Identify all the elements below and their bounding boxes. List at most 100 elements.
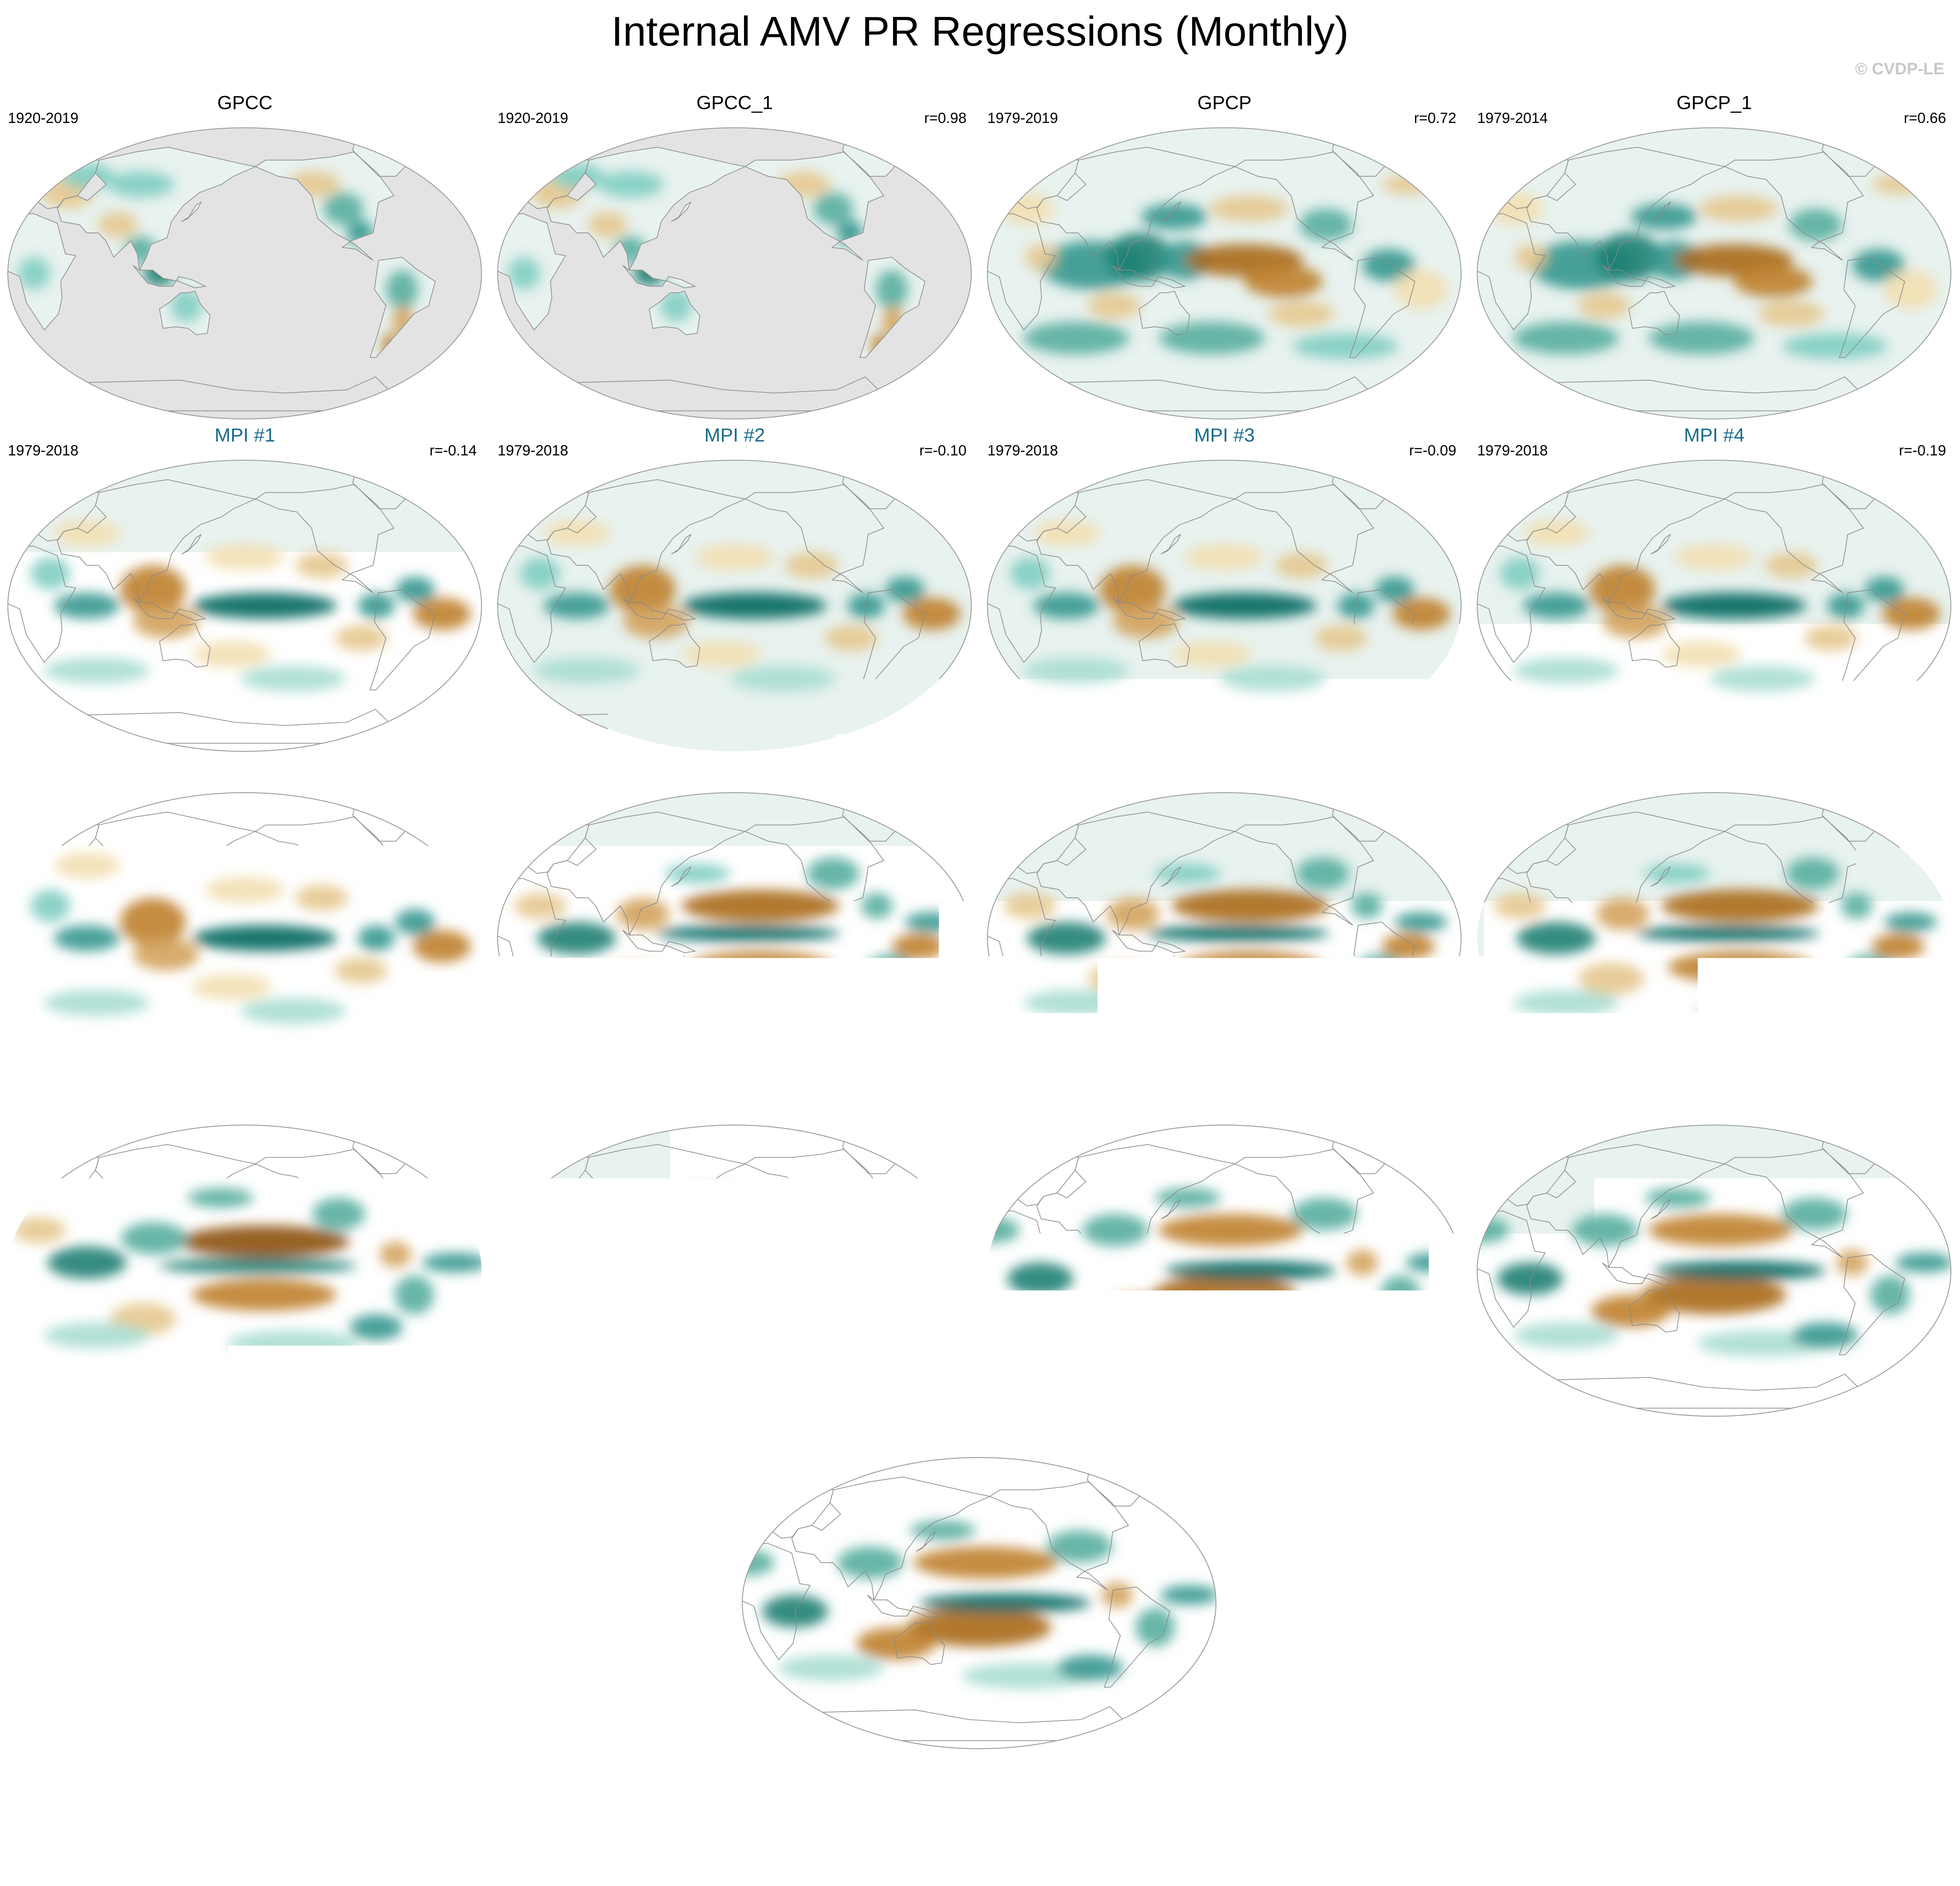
- anomaly-blob: [1758, 301, 1824, 327]
- global-map: [740, 1455, 1218, 1751]
- map-panel-cesm2-r1: CESM2 r1i1p1f1 1979-2014 r=0.33: [0, 1086, 490, 1419]
- anomaly-blob: [227, 1331, 359, 1357]
- anomaly-blob: [688, 951, 833, 983]
- colorbar-tick-label: 0.75: [1202, 1803, 1263, 1838]
- anomaly-blob: [1846, 954, 1893, 986]
- panel-correlation: r=-0.03: [1409, 1107, 1456, 1124]
- global-map: [6, 1123, 484, 1418]
- anomaly-blob: [514, 893, 566, 919]
- anomaly-blob: [1517, 922, 1596, 954]
- anomaly-blob: [920, 1594, 1091, 1613]
- map-panel-cesm2-hs370-r2: CESM2-hs370 r2i1p1f1 1950-2100 r=0.20: [980, 754, 1469, 1086]
- panel-years: 2001-2100: [742, 1440, 813, 1457]
- colorbar-tick-label: 4: [1476, 1803, 1494, 1838]
- anomaly-blob: [47, 1246, 126, 1278]
- anomaly-blob: [664, 864, 730, 883]
- anomaly-blob: [913, 1547, 1058, 1579]
- anomaly-blob: [1292, 333, 1398, 359]
- colorbar-swatch: [1296, 1770, 1359, 1799]
- global-map: [1475, 790, 1953, 1086]
- anomaly-blob: [240, 666, 345, 692]
- anomaly-blob: [1269, 301, 1334, 327]
- anomaly-blob: [324, 193, 363, 225]
- colorbar-tick-label: -2: [588, 1803, 615, 1838]
- colorbar-units: mm/day: [0, 1842, 1960, 1877]
- anomaly-blob: [534, 990, 639, 1016]
- anomaly-blob: [188, 1188, 253, 1208]
- panel-years: 1979-2018: [498, 442, 568, 459]
- map-panel-gpcp: GPCP 1979-2019 r=0.72: [980, 89, 1469, 422]
- anomaly-blob: [779, 1655, 884, 1681]
- anomaly-blob: [856, 1627, 935, 1660]
- anomaly-blob: [884, 1275, 924, 1314]
- global-map: [985, 1123, 1463, 1418]
- panel-correlation: r=0.33: [924, 1107, 967, 1124]
- panel-years: 1950-2100: [1477, 775, 1548, 792]
- map-panel-mpi-1: MPI #1 1979-2018 r=-0.14: [0, 422, 490, 754]
- anomaly-blob: [682, 641, 761, 667]
- anomaly-blob: [1699, 196, 1778, 222]
- anomaly-blob: [44, 990, 149, 1016]
- global-map: [495, 1123, 973, 1418]
- anomaly-blob: [1113, 606, 1178, 638]
- anomaly-blob: [192, 925, 337, 951]
- anomaly-blob: [717, 1331, 849, 1357]
- anomaly-blob: [520, 557, 560, 589]
- anomaly-blob: [312, 1198, 365, 1230]
- panel-correlation: r=0.10: [1904, 775, 1946, 792]
- anomaly-blob: [358, 593, 395, 619]
- anomaly-blob: [1292, 1198, 1357, 1230]
- anomaly-blob: [1101, 1295, 1180, 1327]
- anomaly-blob: [1172, 641, 1251, 667]
- colorbar-swatch: [412, 1770, 475, 1799]
- colorbar-swatch: [349, 1770, 412, 1799]
- anomaly-blob: [30, 557, 70, 589]
- coastline-uk: [1004, 1177, 1019, 1190]
- anomaly-blob: [1057, 1655, 1123, 1681]
- anomaly-blob: [1782, 333, 1887, 359]
- anomaly-blob: [1514, 657, 1619, 684]
- anomaly-blob: [1655, 1261, 1826, 1281]
- global-map: [6, 790, 484, 1086]
- map-panel-cesm1-lens-004: CESM1-LENS 004 2001-2100 r=0.03: [1469, 1086, 1959, 1419]
- global-map: [495, 458, 973, 754]
- panel-years: 1979-2019: [987, 110, 1058, 127]
- anomaly-blob: [1296, 857, 1349, 890]
- anomaly-blob: [1661, 593, 1806, 619]
- global-map: [495, 126, 973, 421]
- anomaly-blob: [159, 1258, 356, 1274]
- anomaly-blob: [296, 552, 348, 578]
- anomaly-blob: [44, 657, 149, 684]
- anomaly-blob: [1635, 925, 1819, 941]
- colorbar-swatch: [601, 1770, 665, 1799]
- anomaly-blob: [588, 212, 627, 238]
- anomaly-blob: [534, 657, 639, 684]
- anomaly-blob: [785, 552, 838, 578]
- map-panel-cesm1-lens-003: CESM1-LENS 003 2001-2100 r=-0.03: [980, 1086, 1469, 1419]
- anomaly-blob: [1668, 951, 1812, 983]
- anomaly-blob: [1024, 1322, 1129, 1348]
- anomaly-blob: [1710, 666, 1815, 692]
- anomaly-blob: [508, 257, 540, 289]
- anomaly-blob: [1895, 1253, 1953, 1272]
- coastline-uk: [1494, 512, 1509, 525]
- panel-years: 1979-2018: [1477, 442, 1548, 459]
- anomaly-blob: [682, 593, 827, 619]
- anomaly-blob: [695, 545, 774, 571]
- anomaly-blob: [1382, 175, 1435, 194]
- map-panel-cesm2-hs370-r1: CESM2-hs370 r1i1p1f1 1950-2100 r=0.17: [490, 754, 980, 1086]
- anomaly-blob: [678, 1188, 743, 1208]
- panel-correlation: r=-0.19: [1899, 442, 1946, 459]
- anomaly-blob: [1514, 1322, 1619, 1348]
- anomaly-blob: [1382, 933, 1435, 960]
- coastline-uk: [1494, 179, 1509, 193]
- colorbar-swatch: [728, 1770, 791, 1799]
- anomaly-blob: [1697, 998, 1828, 1024]
- panel-correlation: r=0.20: [1414, 775, 1456, 792]
- anomaly-blob: [623, 606, 688, 638]
- anomaly-blob: [1024, 990, 1129, 1016]
- anomaly-blob: [1644, 864, 1710, 883]
- colorbar-swatch: [1485, 1770, 1549, 1799]
- anomaly-blob: [192, 1279, 337, 1311]
- global-map: [1475, 1123, 1953, 1418]
